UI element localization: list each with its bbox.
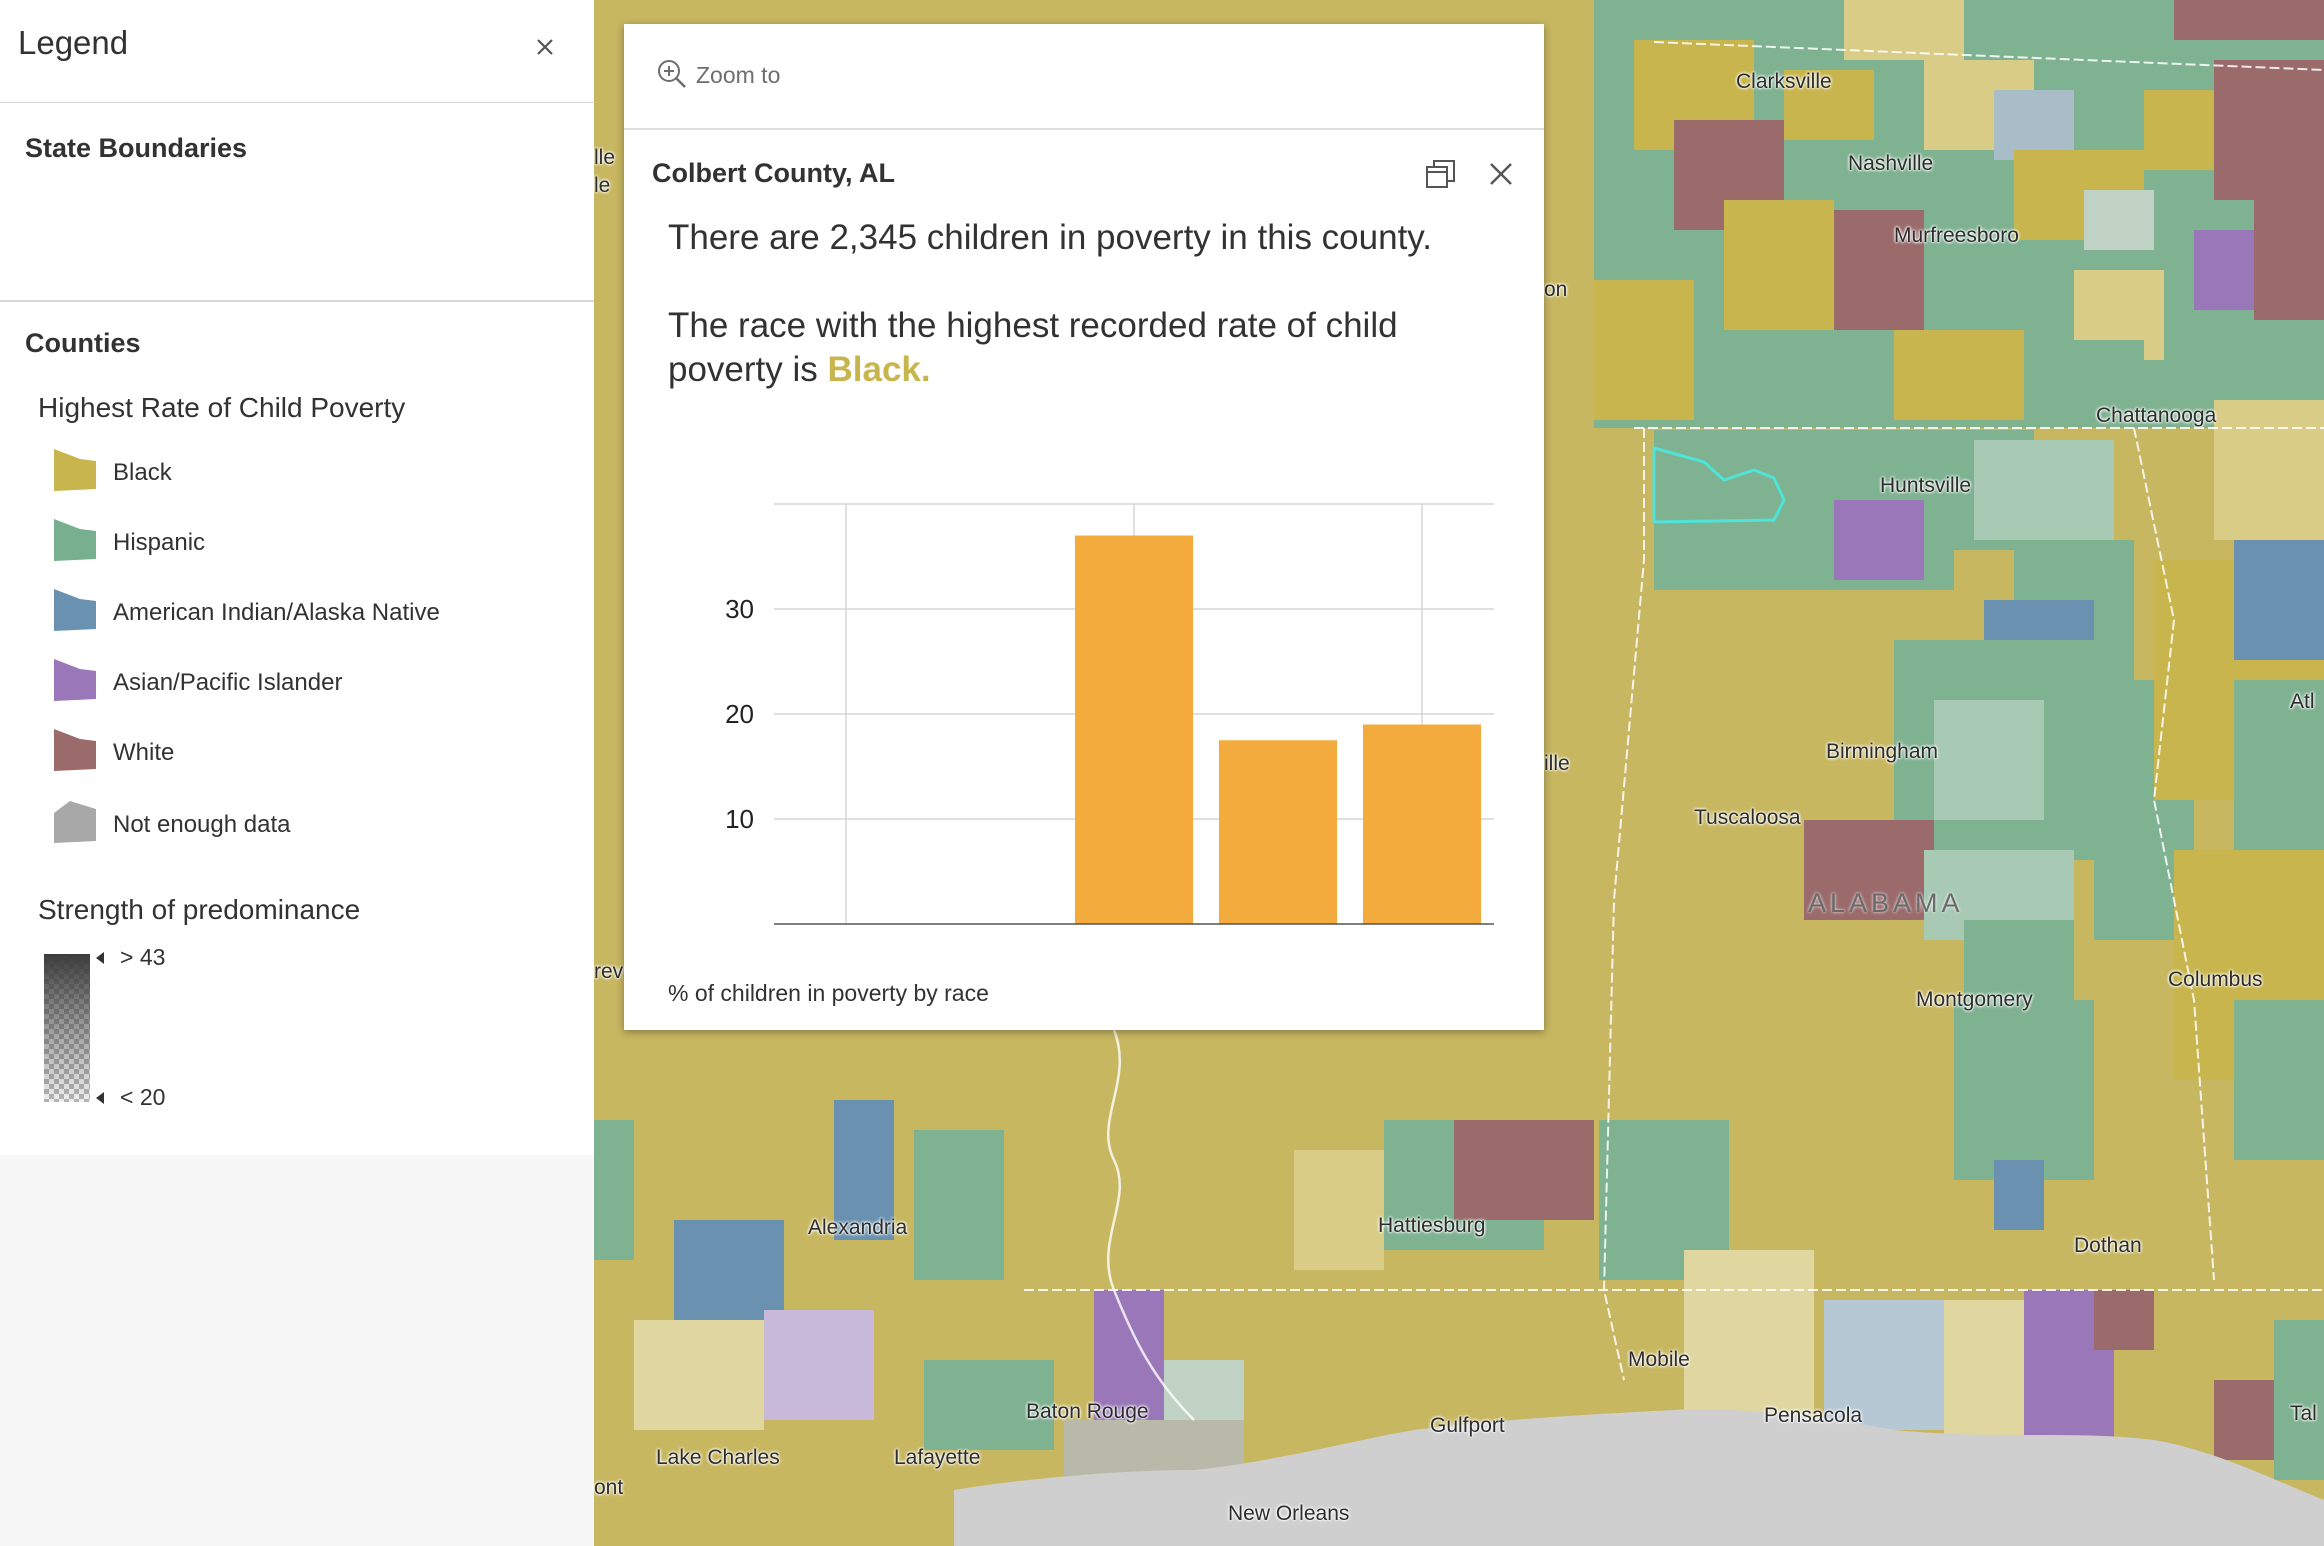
legend-item-american-indian: American Indian/Alaska Native — [52, 587, 572, 637]
american-indian-swatch-icon — [54, 589, 96, 631]
state-boundaries-layer: State Boundaries — [0, 103, 594, 302]
city-label-chattanooga: Chattanooga — [2096, 404, 2217, 427]
legend-item-label: American Indian/Alaska Native — [113, 599, 440, 626]
asian-pacific-swatch-icon — [54, 659, 96, 701]
ramp-tick-high — [96, 952, 104, 964]
city-label-columbus: Columbus — [2168, 968, 2263, 991]
popup-race-text: The race with the highest recorded rate … — [668, 304, 1508, 392]
legend-panel: Legend State Boundaries Counties Highest… — [0, 0, 595, 1546]
dock-icon[interactable] — [1424, 157, 1458, 191]
legend-title: Legend — [18, 24, 129, 61]
city-label-murfreesboro: Murfreesboro — [1894, 224, 2019, 247]
close-icon[interactable] — [1486, 159, 1516, 189]
legend-item-asian-pacific: Asian/Pacific Islander — [52, 657, 572, 707]
popup-title: Colbert County, AL — [652, 158, 895, 188]
chart-y-tick-label: 30 — [725, 594, 754, 624]
city-label-clipped: le — [594, 174, 611, 197]
chart-bar — [1218, 740, 1338, 924]
city-label-pensacola: Pensacola — [1764, 1404, 1863, 1427]
strength-high-label: > 43 — [120, 944, 166, 970]
city-label-lake-charles: Lake Charles — [656, 1446, 780, 1469]
city-label-montgomery: Montgomery — [1916, 988, 2033, 1011]
legend-header: Legend — [0, 0, 594, 103]
ramp-tick-low — [96, 1092, 104, 1104]
zoom-to-label: Zoom to — [696, 62, 781, 88]
popup-toolbar: Zoom to — [624, 24, 1544, 130]
state-label-alabama: ALABAMA — [1808, 888, 1964, 918]
legend-item-black: Black — [52, 447, 572, 497]
zoom-in-icon — [658, 60, 686, 88]
hispanic-swatch-icon — [54, 519, 96, 561]
city-label-tuscaloosa: Tuscaloosa — [1694, 806, 1801, 829]
strength-title: Strength of predominance — [38, 894, 361, 925]
strength-low-label: < 20 — [120, 1084, 166, 1110]
counties-layer: Counties Highest Rate of Child Poverty B… — [0, 302, 594, 1155]
legend-item-label: Black — [113, 459, 172, 486]
city-label-gulfport: Gulfport — [1430, 1414, 1505, 1437]
city-label-birmingham: Birmingham — [1826, 740, 1939, 763]
city-label-baton-rouge: Baton Rouge — [1026, 1400, 1149, 1423]
bar-chart: 10 20 30 — [725, 503, 1494, 925]
popup-race-prefix: The race with the highest recorded rate … — [668, 306, 1398, 389]
chart-caption: % of children in poverty by race — [668, 980, 989, 1006]
city-label-clipped: on — [1544, 278, 1568, 301]
not-enough-data-swatch-icon — [54, 801, 96, 843]
legend-item-not-enough-data: Not enough data — [52, 799, 572, 849]
city-label-clipped: ont — [594, 1476, 624, 1499]
city-label-lafayette: Lafayette — [894, 1446, 981, 1469]
city-label-alexandria: Alexandria — [808, 1216, 908, 1239]
popup-race-highlight: Black. — [827, 350, 931, 389]
city-label-clipped: lle — [594, 146, 616, 169]
feature-popup: Zoom to Colbert County, AL There are 2,3… — [624, 24, 1544, 1030]
legend-item-white: White — [52, 727, 572, 777]
layer-title-state-boundaries: State Boundaries — [25, 133, 248, 163]
legend-item-label: White — [113, 739, 175, 766]
strength-ramp — [44, 954, 90, 1102]
chart-y-tick-label: 20 — [725, 699, 754, 729]
chart-bar — [1074, 535, 1194, 924]
city-label-clipped: Tal — [2290, 1402, 2317, 1425]
legend-item-label: Not enough data — [113, 811, 291, 838]
legend-item-label: Asian/Pacific Islander — [113, 669, 343, 696]
legend-item-hispanic: Hispanic — [52, 517, 572, 567]
city-label-nashville: Nashville — [1848, 152, 1934, 175]
city-label-hattiesburg: Hattiesburg — [1378, 1214, 1486, 1237]
city-label-clipped: rev — [594, 960, 624, 983]
legend-item-label: Hispanic — [113, 529, 206, 556]
city-label-huntsville: Huntsville — [1880, 474, 1972, 497]
chart-bar — [1362, 724, 1482, 924]
legend-field-title: Highest Rate of Child Poverty — [38, 392, 406, 423]
city-label-new-orleans: New Orleans — [1228, 1502, 1350, 1525]
city-label-clipped: ille — [1544, 752, 1570, 775]
chart-y-tick-label: 10 — [725, 804, 754, 834]
city-label-dothan: Dothan — [2074, 1234, 2142, 1257]
city-label-mobile: Mobile — [1628, 1348, 1690, 1371]
city-label-clipped: Atl — [2290, 690, 2315, 713]
black-swatch-icon — [54, 449, 96, 491]
close-icon[interactable] — [530, 32, 560, 62]
white-swatch-icon — [54, 729, 96, 771]
layer-title-counties: Counties — [25, 328, 141, 358]
city-label-clarksville: Clarksville — [1736, 70, 1832, 93]
popup-children-count: There are 2,345 children in poverty in t… — [668, 218, 1432, 257]
